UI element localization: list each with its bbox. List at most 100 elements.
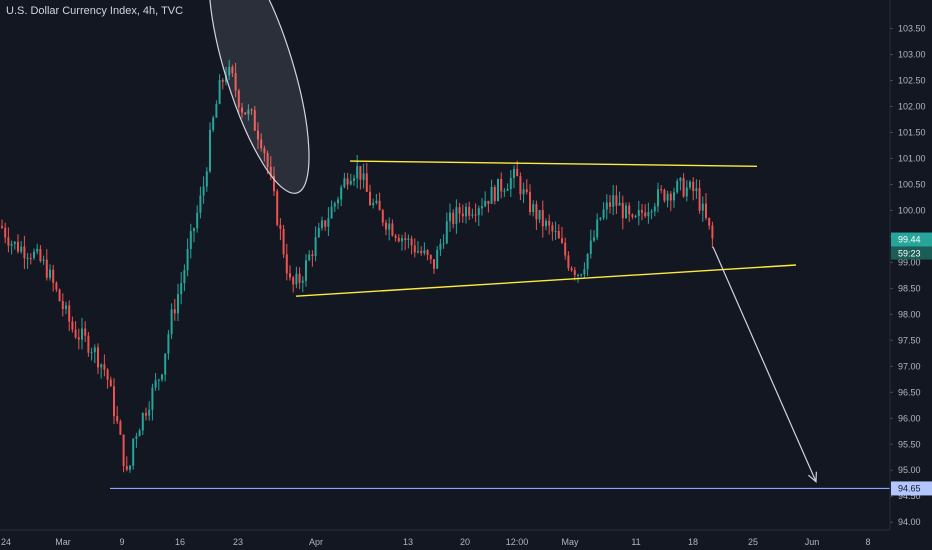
price-tick-label: 103.50	[898, 24, 926, 34]
candle-body	[541, 210, 544, 227]
candle-body	[452, 212, 455, 224]
price-tick-label: 100.00	[898, 205, 926, 215]
time-tick-label: 12:00	[506, 537, 529, 547]
candle-body	[513, 168, 515, 179]
candle-body	[407, 238, 410, 240]
candle-body	[420, 251, 423, 254]
candle-body	[580, 274, 583, 276]
candle-body	[586, 253, 589, 270]
candle-body	[285, 254, 288, 274]
candle-body	[218, 80, 221, 104]
candle-body	[247, 109, 250, 115]
candle-body	[647, 212, 650, 217]
candle-body	[292, 277, 295, 285]
candle-body	[484, 200, 487, 207]
price-tick-label: 102.50	[898, 76, 926, 86]
candle-body	[26, 258, 29, 260]
price-tick-label: 99.00	[898, 257, 921, 267]
candle-body	[52, 269, 55, 283]
candle-body	[308, 254, 311, 261]
candle-body	[148, 409, 151, 416]
candle-body	[375, 200, 378, 203]
candle-body	[257, 130, 259, 140]
candle-body	[1, 226, 3, 228]
candle-body	[317, 227, 320, 238]
price-tick-label: 101.00	[898, 153, 926, 163]
price-tick-label: 94.00	[898, 517, 921, 527]
candle-body	[183, 270, 186, 284]
price-badges: 99.44 59:23 94.65	[891, 232, 932, 496]
price-tick-label: 95.00	[898, 465, 921, 475]
candle-body	[205, 171, 208, 187]
candle-body	[65, 305, 67, 309]
candle-body	[653, 206, 656, 212]
candle-body	[135, 436, 138, 439]
candle-body	[177, 294, 179, 314]
countdown-badge	[891, 246, 932, 260]
time-tick-label: 11	[631, 537, 640, 547]
candle-body	[666, 193, 669, 201]
candle-body	[637, 210, 640, 217]
candle-body	[279, 224, 282, 229]
candle-body	[337, 199, 339, 204]
candle-body	[615, 195, 618, 206]
candle-body	[61, 301, 64, 309]
candle-body	[196, 212, 199, 229]
candle-body	[509, 178, 512, 190]
candle-body	[273, 175, 275, 192]
last-price-badge	[891, 232, 932, 247]
candle-body	[23, 246, 26, 259]
candle-body	[113, 386, 115, 417]
candle-body	[45, 259, 48, 278]
peak-ellipse	[208, 0, 310, 194]
time-tick-label: 20	[460, 537, 470, 547]
time-tick-label: 24	[1, 537, 11, 547]
candle-body	[605, 202, 608, 210]
price-tick-label: 96.50	[898, 387, 921, 397]
candle-body	[660, 189, 663, 191]
candle-body	[324, 220, 327, 227]
candle-body	[301, 280, 304, 283]
candle-body	[180, 283, 183, 295]
candle-body	[327, 218, 330, 227]
candle-body	[266, 153, 269, 167]
candle-body	[84, 328, 87, 336]
price-tick-label: 98.50	[898, 283, 921, 293]
candle-body	[439, 243, 442, 250]
time-tick-label: Apr	[309, 537, 323, 547]
candle-body	[426, 250, 429, 256]
candle-body	[106, 369, 109, 380]
candle-body	[388, 223, 391, 230]
time-tick-label: 16	[175, 537, 185, 547]
candle-body	[250, 109, 253, 111]
support-level-label: 94.65	[898, 483, 921, 493]
candle-body	[298, 273, 301, 283]
candle-body	[103, 364, 106, 370]
candle-body	[369, 191, 371, 206]
candle-body	[477, 208, 480, 216]
candle-body	[487, 200, 490, 204]
candle-body	[109, 379, 112, 387]
candle-body	[7, 237, 10, 246]
price-tick-label: 103.00	[898, 50, 926, 60]
candle-body	[442, 243, 445, 245]
candle-body	[33, 251, 35, 259]
candle-body	[100, 364, 103, 368]
candle-body	[151, 387, 154, 410]
candle-body	[71, 321, 74, 330]
candle-body	[567, 255, 570, 269]
candle-body	[465, 206, 467, 217]
candle-body	[397, 237, 400, 242]
candle-body	[49, 269, 51, 278]
candle-body	[359, 165, 362, 180]
candle-body	[154, 380, 157, 388]
last-price-label: 99.44	[898, 235, 921, 245]
candle-body	[20, 246, 23, 252]
candle-body	[378, 200, 381, 211]
time-tick-label: Jun	[805, 537, 820, 547]
candle-body	[474, 214, 477, 216]
candle-body	[548, 220, 551, 226]
candle-body	[692, 181, 695, 192]
